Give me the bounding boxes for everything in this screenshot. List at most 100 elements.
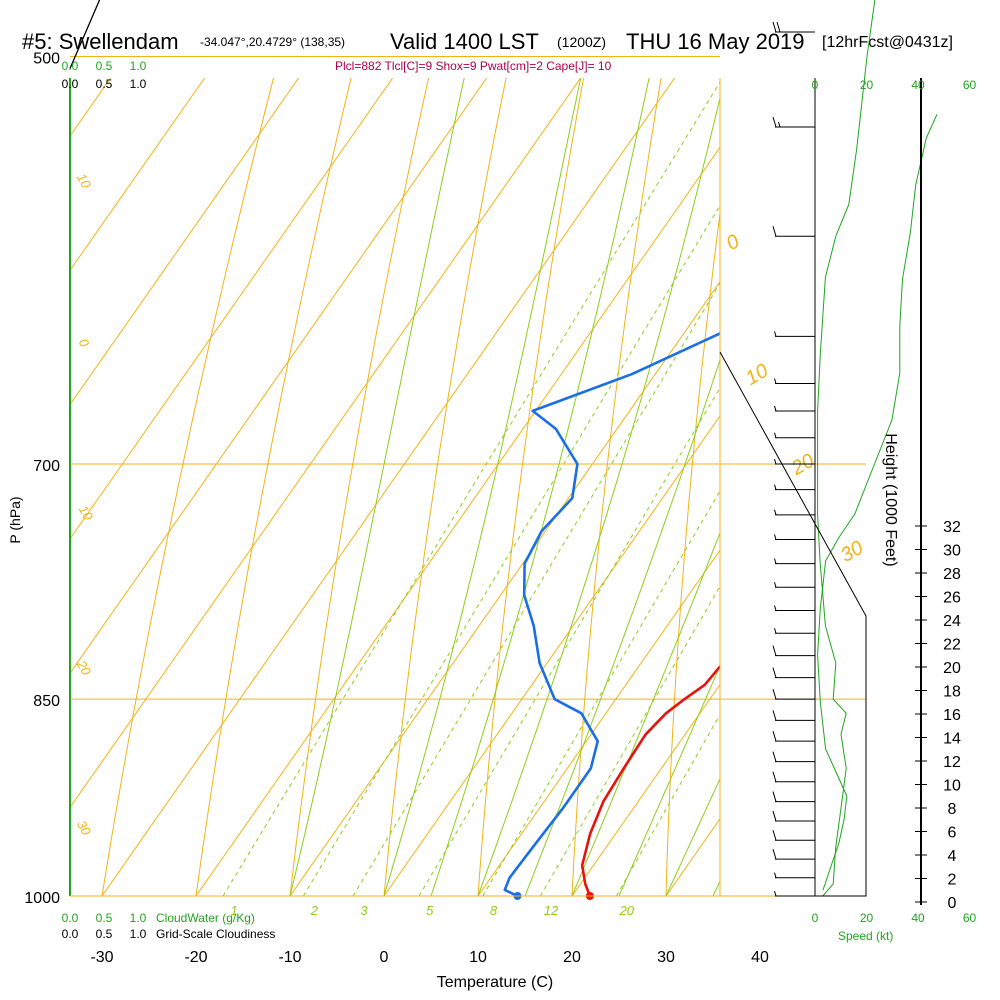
wind-barb-flag (772, 810, 777, 822)
height-tick-label: 10 (943, 778, 961, 795)
temperature-axis-labels: -30 -20 -10 0 10 20 30 40 (90, 949, 769, 966)
wind-barb (772, 226, 815, 237)
wind-panel-outline (719, 351, 867, 897)
dry-adiabat (101, 78, 275, 896)
wind-barb-flag (772, 689, 777, 700)
isotherm-line (383, 415, 720, 896)
mixing-ratio-label: 5 (426, 903, 434, 918)
cloudiness-top-label: 0.0 (62, 77, 79, 91)
wind-barb-half (774, 484, 777, 490)
wind-barb-flag (772, 645, 777, 656)
mixing-ratio-label: 2 (310, 903, 319, 918)
wind-barb (774, 509, 815, 516)
cloud-water-label: CloudWater (g/Kg) (156, 911, 255, 925)
pressure-tick-label: 500 (33, 50, 60, 67)
cloudiness-label: Grid-Scale Cloudiness (156, 927, 275, 941)
wind-barb-flag (772, 226, 777, 237)
wind-barb-half (774, 558, 777, 564)
wind-barb (774, 378, 815, 385)
speed-axis-title: Speed (kt) (838, 929, 893, 943)
isotherm-label: 10 (742, 360, 772, 390)
plot-area (0, 0, 809, 896)
wind-barb (772, 771, 815, 783)
temperature-tick-label: -20 (184, 949, 207, 966)
wind-barb-half (778, 121, 781, 128)
dry-adiabat (571, 78, 662, 896)
isotherm-line (101, 78, 676, 896)
wind-barb (772, 810, 815, 822)
speed-tick-label-top: 60 (963, 78, 977, 92)
cloud-scale-labels: 0.0 0.0 0.5 0.5 1.0 1.0 0.0 0.0 0.5 0.5 1.0 1.0 (62, 59, 147, 941)
speed-tick-label-top: 0 (812, 78, 819, 92)
isotherm-line (70, 78, 488, 675)
wind-barb (774, 534, 815, 540)
cloud-water-scale-label: 0.0 (62, 911, 79, 925)
wind-barb-flag (772, 791, 777, 802)
mixing-ratio-label: 8 (490, 903, 498, 918)
wind-barb-half (774, 605, 777, 611)
temperature-tick-label: -30 (90, 949, 113, 966)
wind-barb (772, 116, 815, 128)
wind-barb (774, 558, 815, 565)
wind-barb (774, 605, 815, 611)
dry-adiabat (195, 78, 352, 896)
dry-adiabat (289, 78, 430, 896)
wind-barb-half (774, 378, 777, 384)
x-axis-label: Temperature (C) (437, 974, 553, 991)
isotherm-line (477, 549, 720, 896)
valid-time: Valid 1400 LST (390, 29, 539, 54)
height-tick-label: 0 (948, 895, 957, 912)
wind-barb-half (774, 509, 777, 515)
wind-barb (772, 21, 815, 33)
height-axis-title: Height (1000 Feet) (882, 433, 899, 566)
speed-tick-label-bottom: 60 (963, 911, 977, 925)
station-coords: -34.047°,20.4729° (138,35) (200, 35, 345, 49)
pressure-tick-label: 850 (33, 693, 60, 710)
wind-barb (772, 791, 815, 803)
moist-adiabat (430, 78, 650, 896)
utc-time: (1200Z) (557, 34, 606, 50)
isotherm-label: 20 (787, 450, 818, 481)
isotherm-line (70, 78, 394, 540)
height-tick-label: 30 (943, 543, 961, 560)
cloudiness-top-label: 1.0 (130, 77, 147, 91)
cloudiness-top-label: 0.5 (96, 77, 113, 91)
isotherm-line (70, 78, 206, 272)
valid-date: THU 16 May 2019 (626, 29, 805, 54)
height-tick-label: 12 (943, 754, 961, 771)
moist-adiabat (524, 358, 720, 896)
wind-barb (772, 710, 815, 721)
pressure-tick-label: 1000 (24, 890, 60, 907)
height-tick-label: 26 (943, 590, 961, 607)
wind-barb (774, 872, 815, 879)
temperature-tick-label: 0 (380, 949, 389, 966)
isotherm-line (195, 146, 720, 896)
mixing-ratio-line (615, 713, 720, 896)
height-tick-label: 24 (943, 613, 961, 630)
wind-barb (772, 645, 815, 657)
mixing-ratio-label: 12 (544, 903, 559, 918)
moist-adiabat (289, 78, 465, 896)
speed-tick-label-top: 40 (911, 78, 925, 92)
wind-barb-half (774, 458, 777, 465)
adiabat-label: 0 (76, 336, 93, 350)
height-tick-label: 18 (943, 684, 961, 701)
pressure-axis-labels: 2503004005007008501000 (24, 50, 60, 907)
cloud-water-scale-label: 0.5 (96, 911, 113, 925)
height-tick-label: 20 (943, 660, 961, 677)
wind-barb-flag (772, 751, 777, 762)
isotherm-line (0, 0, 809, 896)
wind-barb (774, 628, 815, 634)
mixing-ratio-line (482, 490, 720, 896)
cloud-water-top-label: 1.0 (130, 59, 147, 73)
wind-barb-half (774, 872, 777, 878)
height-tick-label: 8 (948, 801, 957, 818)
moist-adiabat (477, 96, 720, 896)
wind-barb-half (774, 405, 777, 412)
wind-barb-half (774, 582, 777, 588)
height-tick-label: 4 (948, 848, 957, 865)
